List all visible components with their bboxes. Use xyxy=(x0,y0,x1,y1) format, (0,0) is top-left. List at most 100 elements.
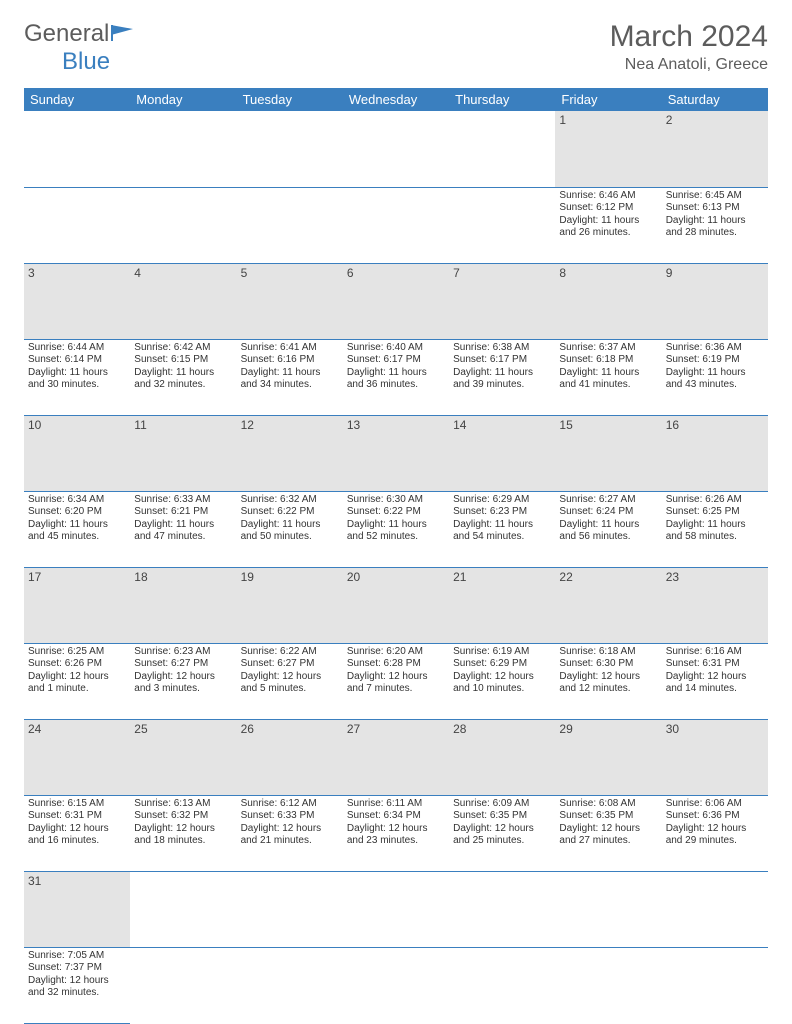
day-number-cell xyxy=(237,111,343,187)
sunset-text: Sunset: 6:27 PM xyxy=(134,658,232,671)
daylight-text: Daylight: 12 hours and 23 minutes. xyxy=(347,823,445,848)
day-cell: Sunrise: 6:13 AMSunset: 6:32 PMDaylight:… xyxy=(130,795,236,871)
sunset-text: Sunset: 6:30 PM xyxy=(559,658,657,671)
weekday-header: Friday xyxy=(555,88,661,111)
day-cell: Sunrise: 6:18 AMSunset: 6:30 PMDaylight:… xyxy=(555,643,661,719)
sunset-text: Sunset: 6:19 PM xyxy=(666,354,764,367)
sunset-text: Sunset: 6:12 PM xyxy=(559,202,657,215)
daylight-text: Daylight: 11 hours and 26 minutes. xyxy=(559,215,657,240)
sunrise-text: Sunrise: 6:09 AM xyxy=(453,798,551,811)
day-cell: Sunrise: 6:09 AMSunset: 6:35 PMDaylight:… xyxy=(449,795,555,871)
sunrise-text: Sunrise: 6:22 AM xyxy=(241,646,339,659)
daylight-text: Daylight: 12 hours and 21 minutes. xyxy=(241,823,339,848)
sunrise-text: Sunrise: 6:19 AM xyxy=(453,646,551,659)
weekday-header-row: Sunday Monday Tuesday Wednesday Thursday… xyxy=(24,88,768,111)
sunrise-text: Sunrise: 6:23 AM xyxy=(134,646,232,659)
day-cell: Sunrise: 6:19 AMSunset: 6:29 PMDaylight:… xyxy=(449,643,555,719)
day-cell: Sunrise: 6:25 AMSunset: 6:26 PMDaylight:… xyxy=(24,643,130,719)
sunrise-text: Sunrise: 6:13 AM xyxy=(134,798,232,811)
day-number-cell: 22 xyxy=(555,567,661,643)
day-number-cell xyxy=(343,871,449,947)
day-info-row: Sunrise: 7:05 AMSunset: 7:37 PMDaylight:… xyxy=(24,947,768,1023)
day-info-row: Sunrise: 6:25 AMSunset: 6:26 PM Daylight:… xyxy=(24,643,768,719)
daylight-text: Daylight: 12 hours and 10 minutes. xyxy=(453,671,551,696)
day-number-row: 12 xyxy=(24,111,768,187)
day-cell: Sunrise: 6:23 AMSunset: 6:27 PMDaylight:… xyxy=(130,643,236,719)
sunset-text: Sunset: 6:29 PM xyxy=(453,658,551,671)
daylight-text: Daylight: 11 hours and 34 minutes. xyxy=(241,367,339,392)
day-number-cell: 7 xyxy=(449,263,555,339)
day-number-cell xyxy=(449,871,555,947)
day-cell: Sunrise: 6:33 AMSunset: 6:21 PMDaylight:… xyxy=(130,491,236,567)
day-number-cell xyxy=(555,871,661,947)
sunset-text: Sunset: 6:18 PM xyxy=(559,354,657,367)
sunrise-text: Sunrise: 6:36 AM xyxy=(666,342,764,355)
sunset-text: Sunset: 6:34 PM xyxy=(347,810,445,823)
day-number-cell: 3 xyxy=(24,263,130,339)
day-cell: Sunrise: 6:29 AMSunset: 6:23 PMDaylight:… xyxy=(449,491,555,567)
day-cell: Sunrise: 6:38 AMSunset: 6:17 PMDaylight:… xyxy=(449,339,555,415)
sunrise-text: Sunrise: 6:18 AM xyxy=(559,646,657,659)
sunset-text: Sunset: 6:17 PM xyxy=(347,354,445,367)
sunrise-text: Sunrise: 6:16 AM xyxy=(666,646,764,659)
day-number-cell: 8 xyxy=(555,263,661,339)
sunset-text: Sunset: 6:31 PM xyxy=(666,658,764,671)
sunrise-text: Sunrise: 6:06 AM xyxy=(666,798,764,811)
sunrise-text: Sunrise: 6:26 AM xyxy=(666,494,764,507)
day-cell: Sunrise: 6:32 AMSunset: 6:22 PMDaylight:… xyxy=(237,491,343,567)
daylight-text: Daylight: 12 hours and 16 minutes. xyxy=(28,823,126,848)
day-number-cell: 2 xyxy=(662,111,768,187)
daylight-text: Daylight: 11 hours and 56 minutes. xyxy=(559,519,657,544)
day-cell: Sunrise: 6:42 AMSunset: 6:15 PMDaylight:… xyxy=(130,339,236,415)
day-number-cell xyxy=(237,871,343,947)
sunrise-text: Sunrise: 6:15 AM xyxy=(28,798,126,811)
sunset-text: Sunset: 6:36 PM xyxy=(666,810,764,823)
day-cell: Sunrise: 6:27 AMSunset: 6:24 PMDaylight:… xyxy=(555,491,661,567)
day-cell xyxy=(130,947,236,1023)
sunset-text: Sunset: 6:22 PM xyxy=(241,506,339,519)
day-number-cell: 1 xyxy=(555,111,661,187)
daylight-text: Daylight: 12 hours and 12 minutes. xyxy=(559,671,657,696)
sunset-text: Sunset: 6:35 PM xyxy=(453,810,551,823)
day-number-row: 3456789 xyxy=(24,263,768,339)
weekday-header: Sunday xyxy=(24,88,130,111)
sunset-text: Sunset: 6:21 PM xyxy=(134,506,232,519)
sunrise-text: Sunrise: 6:44 AM xyxy=(28,342,126,355)
daylight-text: Daylight: 12 hours and 7 minutes. xyxy=(347,671,445,696)
sunrise-text: Sunrise: 6:25 AM xyxy=(28,646,126,659)
weekday-header: Thursday xyxy=(449,88,555,111)
day-cell xyxy=(662,947,768,1023)
day-number-cell: 13 xyxy=(343,415,449,491)
day-number-cell: 21 xyxy=(449,567,555,643)
daylight-text: Daylight: 11 hours and 54 minutes. xyxy=(453,519,551,544)
sunset-text: Sunset: 6:32 PM xyxy=(134,810,232,823)
sunrise-text: Sunrise: 6:33 AM xyxy=(134,494,232,507)
day-cell xyxy=(449,187,555,263)
day-cell: Sunrise: 6:41 AMSunset: 6:16 PMDaylight:… xyxy=(237,339,343,415)
sunset-text: Sunset: 6:26 PM xyxy=(28,658,126,671)
day-number-cell: 18 xyxy=(130,567,236,643)
brand-logo: General Blue xyxy=(24,20,133,76)
day-info-row: Sunrise: 6:34 AMSunset: 6:20 PMDaylight:… xyxy=(24,491,768,567)
sunset-text: Sunset: 6:31 PM xyxy=(28,810,126,823)
sunset-text: Sunset: 7:37 PM xyxy=(28,962,126,975)
day-number-row: 24252627282930 xyxy=(24,719,768,795)
page-title: March 2024 xyxy=(610,20,768,54)
daylight-text: Daylight: 11 hours and 39 minutes. xyxy=(453,367,551,392)
daylight-text: Daylight: 11 hours and 50 minutes. xyxy=(241,519,339,544)
day-info-row: Sunrise: 6:44 AMSunset: 6:14 PMDaylight:… xyxy=(24,339,768,415)
daylight-text: Daylight: 11 hours and 47 minutes. xyxy=(134,519,232,544)
sunset-text: Sunset: 6:35 PM xyxy=(559,810,657,823)
day-number-cell: 20 xyxy=(343,567,449,643)
calendar-table: Sunday Monday Tuesday Wednesday Thursday… xyxy=(24,88,768,1024)
brand-part2: Blue xyxy=(62,48,110,75)
day-number-cell: 17 xyxy=(24,567,130,643)
daylight-text: Daylight: 11 hours and 30 minutes. xyxy=(28,367,126,392)
day-cell xyxy=(343,187,449,263)
sunrise-text: Sunrise: 6:40 AM xyxy=(347,342,445,355)
sunrise-text: Sunrise: 7:05 AM xyxy=(28,950,126,963)
day-number-cell xyxy=(449,111,555,187)
day-cell: Sunrise: 6:15 AMSunset: 6:31 PMDaylight:… xyxy=(24,795,130,871)
location-label: Nea Anatoli, Greece xyxy=(610,56,768,74)
day-number-cell: 31 xyxy=(24,871,130,947)
